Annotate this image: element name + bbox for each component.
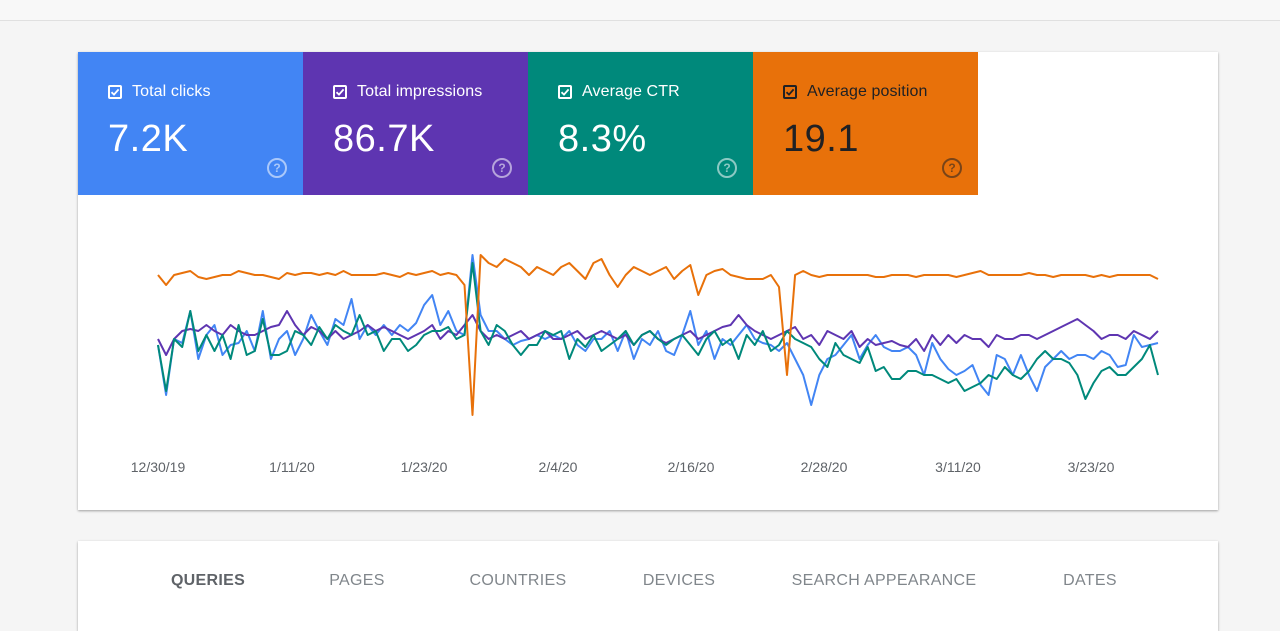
report-tabs: QUERIES PAGES COUNTRIES DEVICES SEARCH APPEA…	[78, 541, 1218, 631]
x-tick-label: 2/28/20	[800, 459, 848, 475]
checkbox-checked-icon[interactable]	[558, 85, 572, 99]
x-tick-label: 2/4/20	[538, 459, 578, 475]
tab-pages[interactable]: PAGES	[329, 572, 385, 589]
series-line-average-ctr	[157, 262, 1159, 400]
help-icon[interactable]: ?	[717, 158, 737, 178]
metric-tile-total-clicks[interactable]: Total clicks 7.2K?	[78, 52, 303, 195]
tab-queries[interactable]: QUERIES	[170, 572, 246, 589]
performance-card: Total clicks 7.2K? Total impressions 86.7K?…	[78, 52, 1218, 510]
metric-label: Total impressions	[357, 83, 483, 100]
checkbox-checked-icon[interactable]	[333, 85, 347, 99]
tab-countries[interactable]: COUNTRIES	[469, 572, 567, 589]
series-line-total-clicks	[157, 254, 1159, 406]
metric-tile-average-position[interactable]: Average position 19.1?	[753, 52, 978, 195]
tab-dates[interactable]: DATES	[1063, 572, 1117, 589]
performance-chart: 12/30/19 1/11/20 1/23/20 2/4/20 2/16/20 2/28/…	[78, 195, 1218, 510]
metric-header: Total impressions	[333, 83, 482, 101]
checkbox-checked-icon[interactable]	[783, 85, 797, 99]
series-line-average-position	[157, 254, 1159, 416]
metric-header: Average position	[783, 83, 928, 101]
tab-search-appearance[interactable]: SEARCH APPEARANCE	[791, 572, 977, 589]
top-bar	[0, 0, 1280, 21]
metric-header: Average CTR	[558, 83, 680, 101]
metric-label: Average position	[807, 83, 928, 100]
metric-value: 19.1	[783, 118, 859, 160]
metric-label: Total clicks	[132, 83, 211, 100]
x-tick-label: 1/11/20	[269, 459, 315, 475]
metric-tile-average-ctr[interactable]: Average CTR 8.3%?	[528, 52, 753, 195]
help-icon[interactable]: ?	[942, 158, 962, 178]
metric-tile-total-impressions[interactable]: Total impressions 86.7K?	[303, 52, 528, 195]
tab-devices[interactable]: DEVICES	[642, 572, 716, 589]
checkbox-checked-icon[interactable]	[108, 85, 122, 99]
x-tick-label: 1/23/20	[400, 459, 448, 475]
metric-value: 7.2K	[108, 118, 189, 160]
x-tick-label: 3/23/20	[1067, 459, 1115, 475]
x-tick-label: 12/30/19	[130, 459, 186, 475]
metric-value: 8.3%	[558, 118, 647, 160]
metric-value: 86.7K	[333, 118, 435, 160]
metric-label: Average CTR	[582, 83, 680, 100]
chart-plot	[157, 254, 1159, 416]
x-tick-label: 2/16/20	[667, 459, 715, 475]
help-icon[interactable]: ?	[492, 158, 512, 178]
x-tick-label: 3/11/20	[935, 459, 981, 475]
metric-tiles: Total clicks 7.2K? Total impressions 86.7K?…	[78, 52, 978, 195]
help-icon[interactable]: ?	[267, 158, 287, 178]
metric-header: Total clicks	[108, 83, 211, 101]
